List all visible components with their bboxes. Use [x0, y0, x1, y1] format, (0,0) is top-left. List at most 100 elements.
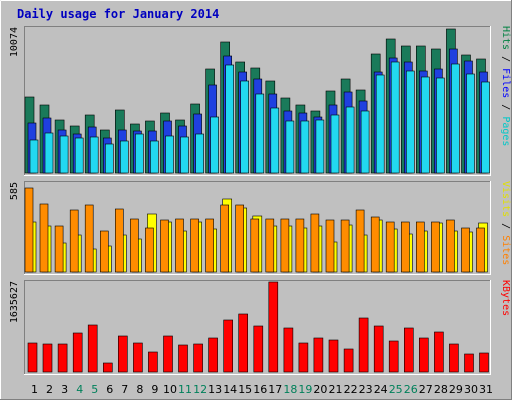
bar-sites-1: [24, 187, 34, 273]
bar-pages-10: [165, 135, 174, 174]
bar-pages-8: [135, 133, 144, 174]
bar-kbytes-17: [268, 281, 279, 373]
x-tick-label: 7: [121, 383, 128, 396]
bar-sites-14: [220, 204, 229, 273]
bar-pages-14: [225, 64, 234, 174]
bar-pages-13: [210, 116, 219, 174]
bar-pages-22: [345, 106, 355, 174]
bar-pages-17: [270, 107, 280, 174]
bar-pages-30: [466, 73, 475, 174]
bar-pages-12: [195, 133, 204, 174]
bar-kbytes-11: [178, 344, 188, 373]
bar-sites-3: [54, 225, 64, 273]
legend-part: Visits: [500, 181, 511, 217]
bar-pages-9: [150, 140, 159, 174]
bar-pages-20: [315, 119, 325, 174]
legend-part: /: [500, 98, 511, 116]
bar-sites-28: [431, 221, 440, 273]
legend-part: Sites: [500, 235, 511, 265]
bar-sites-20: [310, 213, 320, 273]
bar-sites-7: [115, 208, 124, 273]
bar-kbytes-12: [193, 343, 203, 373]
x-tick-label: 22: [344, 383, 358, 396]
bar-sites-10: [160, 219, 169, 273]
bar-kbytes-4: [72, 332, 83, 373]
bar-sites-13: [205, 218, 214, 273]
bar-sites-25: [385, 221, 395, 273]
bar-sites-4: [69, 209, 79, 273]
bar-pages-15: [240, 80, 249, 174]
bar-sites-8: [130, 218, 139, 273]
bar-sites-16: [250, 218, 260, 273]
bar-sites-22: [340, 219, 350, 273]
bar-kbytes-26: [403, 327, 414, 373]
x-tick-label: 9: [151, 383, 158, 396]
x-tick-label: 24: [374, 383, 388, 396]
bar-pages-28: [436, 77, 445, 174]
bar-kbytes-23: [358, 317, 369, 373]
bar-kbytes-2: [42, 343, 53, 373]
x-tick-label: 30: [464, 383, 478, 396]
bar-sites-23: [355, 209, 365, 273]
bar-kbytes-13: [208, 337, 218, 373]
bar-pages-31: [481, 81, 490, 174]
x-tick-label: 11: [178, 383, 192, 396]
bar-pages-29: [451, 63, 460, 174]
bar-kbytes-8: [133, 342, 143, 373]
bar-sites-19: [295, 218, 305, 273]
x-tick-label: 16: [253, 383, 267, 396]
bar-sites-15: [235, 204, 244, 273]
bar-pages-21: [330, 114, 340, 174]
bar-kbytes-1: [27, 342, 38, 373]
bar-pages-24: [375, 74, 385, 174]
bar-sites-31: [476, 227, 485, 273]
x-tick-label: 31: [479, 383, 493, 396]
x-tick-label: 15: [238, 383, 252, 396]
bar-sites-27: [415, 221, 425, 273]
bar-kbytes-14: [223, 319, 233, 373]
y-legend-label: KBytes: [500, 280, 511, 316]
legend-part: Files: [500, 68, 511, 98]
x-tick-label: 25: [389, 383, 403, 396]
y-max-label: 585: [9, 182, 20, 200]
x-tick-label: 20: [313, 383, 327, 396]
bar-kbytes-24: [373, 325, 384, 373]
x-tick-label: 19: [298, 383, 312, 396]
x-tick-label: 13: [208, 383, 222, 396]
bar-kbytes-3: [57, 343, 68, 373]
x-tick-label: 12: [193, 383, 207, 396]
bar-sites-17: [265, 218, 275, 273]
y-max-label: 10074: [9, 27, 20, 57]
x-axis-labels: 1 2 3 4 5 6 7 8 9 10 11 12 13 14 15 16 17 18 19 20 21 22 23 24 2…: [31, 383, 493, 396]
bar-pages-11: [180, 136, 189, 174]
x-tick-label: 3: [61, 383, 68, 396]
bar-pages-3: [59, 135, 69, 174]
series-pages: [29, 61, 490, 174]
x-tick-label: 6: [106, 383, 113, 396]
bar-kbytes-18: [283, 327, 294, 373]
bar-kbytes-31: [479, 352, 489, 373]
bar-pages-26: [405, 70, 415, 174]
x-tick-label: 18: [283, 383, 297, 396]
x-tick-label: 17: [268, 383, 282, 396]
legend-part: Hits: [500, 26, 511, 50]
x-tick-label: 4: [76, 383, 83, 396]
bar-sites-26: [400, 221, 410, 273]
x-tick-label: 1: [31, 383, 38, 396]
bar-kbytes-9: [148, 351, 158, 373]
bar-pages-4: [74, 137, 84, 174]
bar-kbytes-5: [87, 324, 98, 373]
bar-kbytes-15: [238, 313, 248, 373]
legend-part: /: [500, 217, 511, 235]
bar-pages-5: [89, 136, 99, 174]
bar-pages-27: [420, 76, 430, 174]
bar-pages-16: [255, 93, 265, 174]
y-legend-label: Visits / Sites: [500, 181, 511, 265]
x-tick-label: 5: [91, 383, 98, 396]
bar-sites-5: [84, 204, 94, 273]
bar-kbytes-21: [328, 339, 339, 373]
legend-part: KBytes: [500, 280, 511, 316]
chart-panels: 10074 Hits / Files / Pages 585 Visits / Sit…: [9, 26, 511, 375]
x-tick-label: 10: [163, 383, 177, 396]
